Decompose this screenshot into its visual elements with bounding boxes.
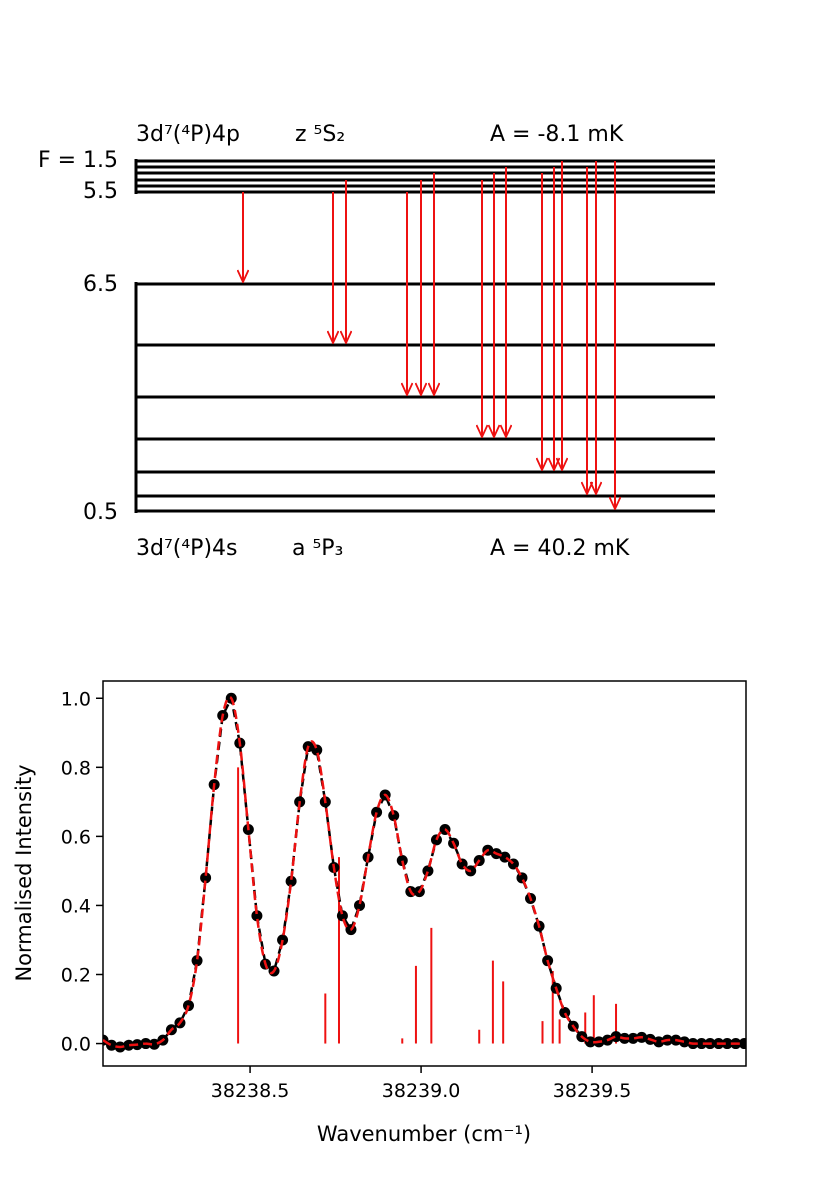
data-point: [584, 1036, 596, 1048]
data-point: [738, 1038, 746, 1050]
upper-configuration: 3d⁷(⁴P)4p: [136, 122, 240, 147]
x-tick-label: 38239.0: [382, 1080, 461, 1102]
y-tick-label: 0.6: [61, 826, 91, 848]
lower-term: a ⁵P₃: [292, 536, 343, 561]
upper-hyperfine-constant: A = -8.1 mK: [490, 122, 624, 147]
data-point: [354, 899, 366, 911]
data-point: [311, 744, 323, 756]
energy-level-diagram: 3d⁷(⁴P)4p z ⁵S₂ A = -8.1 mK F = 1.5 5.5 …: [38, 122, 715, 561]
data-point: [559, 1006, 571, 1018]
lower-levels: [134, 282, 715, 513]
y-axis-label: Normalised Intensity: [12, 764, 36, 981]
data-point: [251, 910, 263, 922]
data-point: [336, 910, 348, 922]
data-point: [191, 955, 203, 967]
data-point: [653, 1036, 665, 1048]
data-point: [627, 1032, 639, 1044]
y-tick-label: 0.8: [61, 757, 91, 779]
data-point: [516, 872, 528, 884]
data-point: [721, 1038, 733, 1050]
data-point: [148, 1038, 160, 1050]
observed-data-points: [103, 692, 746, 1053]
data-point: [610, 1031, 622, 1043]
y-tick-label: 0.0: [61, 1034, 91, 1056]
data-point: [601, 1034, 613, 1046]
upper-f-label-bottom: 5.5: [83, 179, 118, 204]
lower-f-label-top: 6.5: [83, 272, 118, 297]
lower-hyperfine-constant: A = 40.2 mK: [490, 536, 630, 561]
y-axis-ticks: 0.0 0.2 0.4 0.6 0.8 1.0: [61, 688, 103, 1056]
plot-frame: [102, 680, 747, 1067]
x-axis-label: Wavenumber (cm⁻¹): [317, 1122, 531, 1146]
upper-levels: [134, 159, 715, 194]
data-point: [430, 834, 442, 846]
data-point: [696, 1038, 708, 1050]
data-point: [396, 855, 408, 867]
data-point: [670, 1034, 682, 1046]
data-point: [285, 875, 297, 887]
data-point: [200, 872, 212, 884]
upper-f-label-top: F = 1.5: [38, 148, 118, 173]
y-tick-label: 0.4: [61, 895, 91, 917]
stick-spectrum: [237, 767, 618, 1044]
data-point: [388, 810, 400, 822]
x-tick-label: 38238.5: [211, 1080, 290, 1102]
y-tick-label: 0.2: [61, 964, 91, 986]
fitted-spectrum-line: [103, 695, 745, 1049]
lower-f-label-bottom: 0.5: [83, 500, 118, 525]
x-axis-ticks: 38238.5 38239.0 38239.5: [211, 1066, 632, 1102]
y-tick-label: 1.0: [61, 688, 91, 710]
data-point: [123, 1039, 135, 1051]
lower-configuration: 3d⁷(⁴P)4s: [136, 536, 238, 561]
transition-arrows: [243, 161, 615, 509]
spectrum-chart: 38238.5 38239.0 38239.5 0.0 0.2 0.4 0.6 0.8 1.0…: [12, 680, 747, 1146]
x-tick-label: 38239.5: [553, 1080, 632, 1102]
data-point: [422, 865, 434, 877]
upper-term: z ⁵S₂: [295, 122, 345, 147]
